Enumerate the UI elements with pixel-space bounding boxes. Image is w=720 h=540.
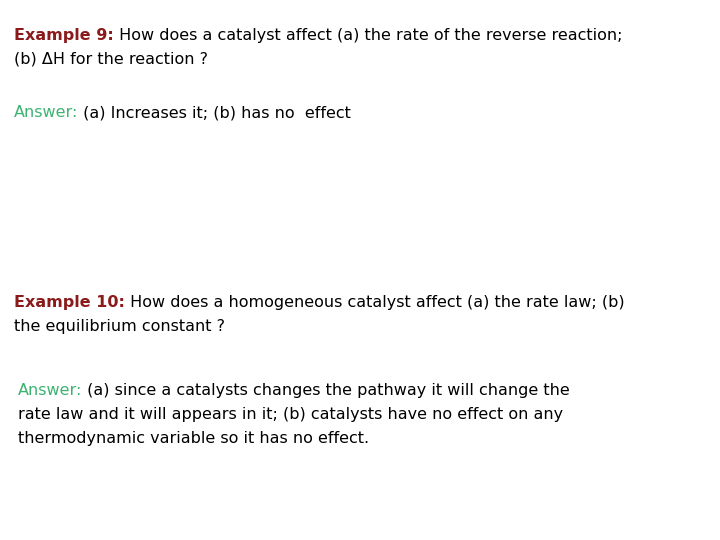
Text: Example 9:: Example 9: <box>14 28 114 43</box>
Text: (a) Increases it; (b) has no  effect: (a) Increases it; (b) has no effect <box>78 105 351 120</box>
Text: rate law and it will appears in it; (b) catalysts have no effect on any: rate law and it will appears in it; (b) … <box>18 407 563 422</box>
Text: How does a homogeneous catalyst affect (a) the rate law; (b): How does a homogeneous catalyst affect (… <box>125 295 624 310</box>
Text: thermodynamic variable so it has no effect.: thermodynamic variable so it has no effe… <box>18 431 369 446</box>
Text: the equilibrium constant ?: the equilibrium constant ? <box>14 319 225 334</box>
Text: (b) ΔH for the reaction ?: (b) ΔH for the reaction ? <box>14 52 208 67</box>
Text: Answer:: Answer: <box>18 383 82 398</box>
Text: (a) since a catalysts changes the pathway it will change the: (a) since a catalysts changes the pathwa… <box>82 383 570 398</box>
Text: Example 10:: Example 10: <box>14 295 125 310</box>
Text: Answer:: Answer: <box>14 105 78 120</box>
Text: How does a catalyst affect (a) the rate of the reverse reaction;: How does a catalyst affect (a) the rate … <box>114 28 622 43</box>
